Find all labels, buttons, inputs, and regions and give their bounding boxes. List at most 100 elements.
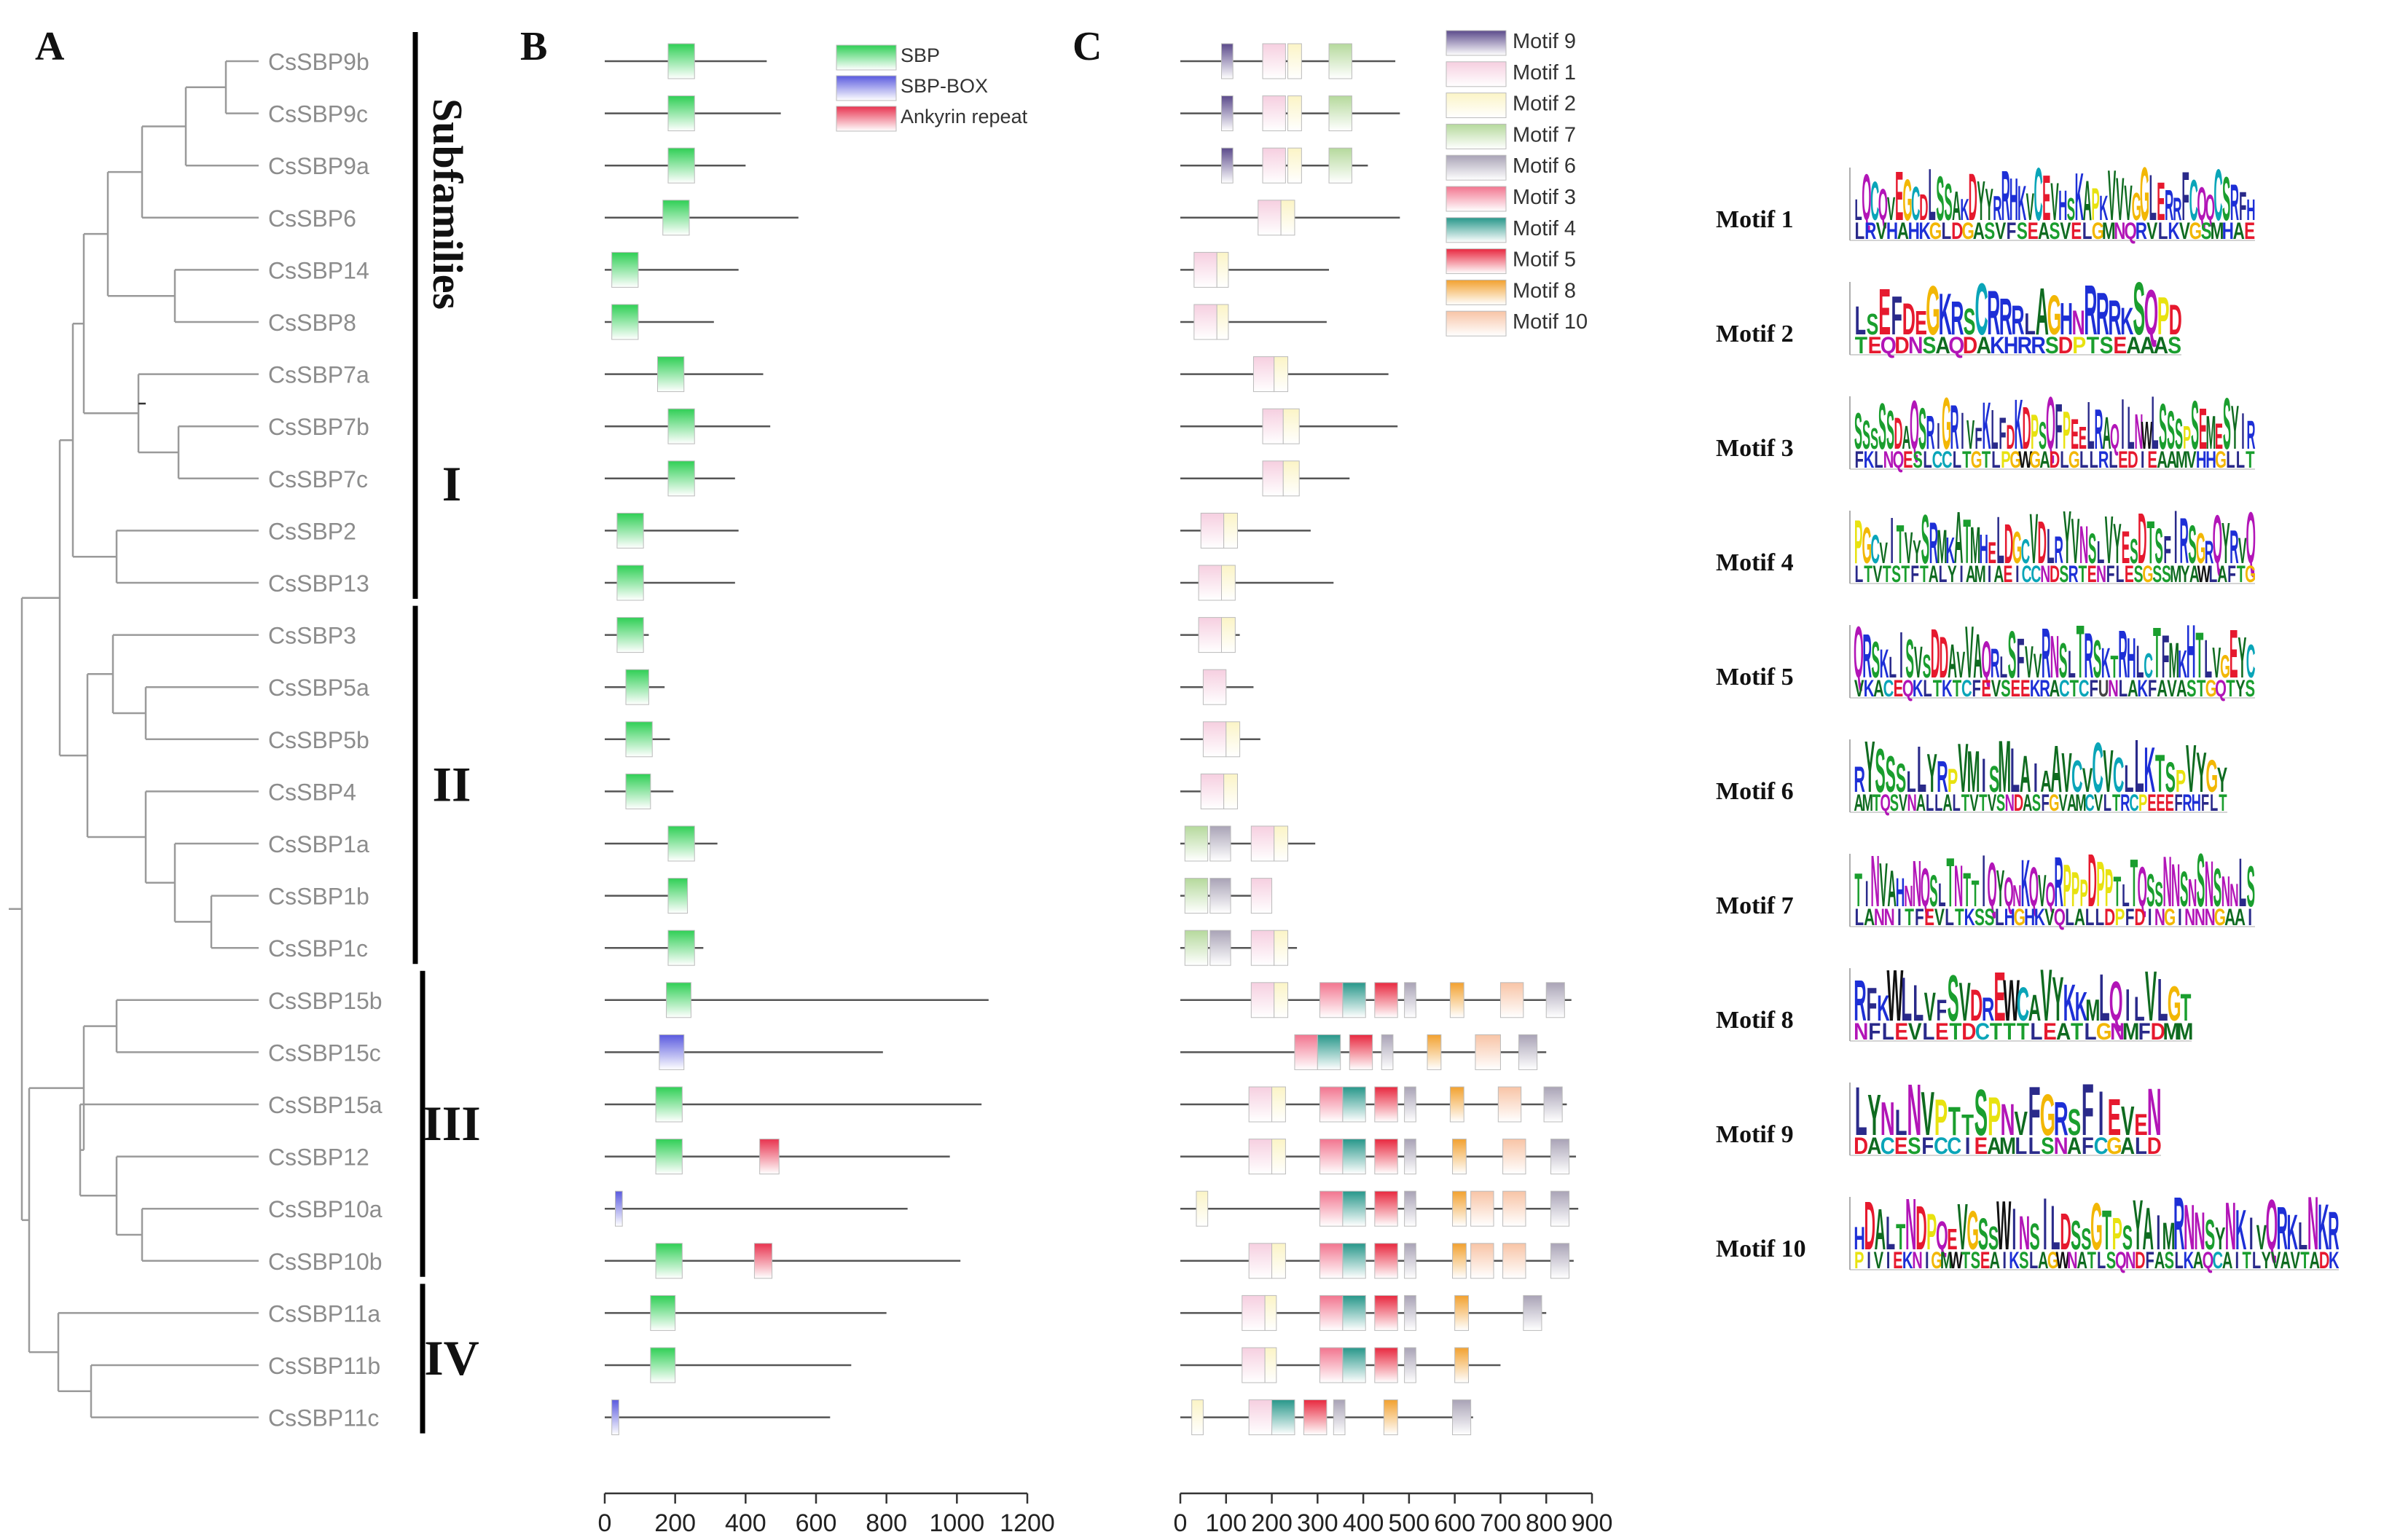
gene-label-cssbp3: CsSBP3: [268, 623, 356, 649]
logo-residue: C: [2213, 1247, 2224, 1273]
logo-residue: M: [1999, 1134, 2016, 1159]
logo-residue: H: [1896, 870, 1905, 915]
logo-residue: A: [1897, 218, 1909, 244]
logo-residue: H: [2060, 294, 2073, 345]
motif-box-motif-2: [1223, 773, 1238, 809]
logo-residue: G: [2220, 649, 2230, 685]
logo-residue: N: [1912, 1247, 1923, 1273]
logo-residue: L: [1886, 1207, 1895, 1260]
logo-residue: F: [2017, 626, 2025, 690]
logo-residue: G: [2189, 218, 2202, 244]
motif-legend-label: Motif 10: [1513, 310, 1588, 334]
domain-box-sbp: [625, 773, 651, 809]
logo-residue: T: [2102, 1199, 2111, 1262]
logo-residue: E: [2071, 411, 2079, 458]
logo-residue: S: [1870, 422, 1878, 455]
logo-residue: A: [2154, 332, 2168, 358]
motif-box-motif-1: [1248, 1086, 1273, 1123]
motif-box-motif-6: [1209, 878, 1231, 914]
logo-residue: I: [2156, 1205, 2160, 1260]
logo-residue: C: [1870, 170, 1879, 232]
gene-label-cssbp1a: CsSBP1a: [268, 831, 369, 857]
logo-residue: G: [2009, 447, 2021, 473]
logo-residue: L: [2085, 903, 2095, 930]
logo-residue: L: [2030, 1019, 2042, 1045]
logo-residue: A: [1929, 561, 1939, 587]
logo-residue: L: [2149, 161, 2157, 234]
logo-residue: T: [1901, 561, 1910, 587]
logo-residue: L: [1854, 561, 1863, 587]
logo-residue: L: [2010, 736, 2020, 806]
logo-residue: E: [1980, 1247, 1990, 1273]
logo-residue: K: [2120, 300, 2133, 343]
logo-residue: M: [1998, 726, 2011, 808]
logo-residue: E: [2156, 790, 2165, 817]
logo-residue: Y: [1977, 170, 1985, 232]
motif-box-motif-1: [1252, 356, 1275, 393]
logo-residue: A: [2189, 561, 2200, 587]
logo-residue: C: [2092, 728, 2103, 807]
logo-residue: S: [1896, 755, 1906, 801]
logo-residue: T: [2112, 790, 2120, 817]
logo-residue: V: [2121, 1099, 2135, 1144]
logo-residue: E: [1924, 903, 1934, 930]
logo-residue: I: [2178, 903, 2182, 930]
logo-residue: L: [2158, 218, 2168, 244]
logo-residue: T: [1963, 863, 1971, 917]
logo-residue: S: [2039, 415, 2047, 457]
logo-residue: E: [2199, 397, 2207, 462]
logo-residue: R: [2276, 1195, 2287, 1262]
logo-residue: D: [2060, 1203, 2071, 1261]
motif-box-motif-1: [1193, 251, 1217, 288]
motif-box-motif-2: [1221, 565, 1236, 601]
motif-box-motif-2: [1196, 1190, 1209, 1227]
logo-residue: S: [2045, 332, 2059, 358]
motif-row-cssbp15b: [1180, 982, 1572, 1018]
logo-residue: Y: [2238, 626, 2246, 691]
logo-residue: K: [2329, 1247, 2340, 1273]
logo-residue: S: [2154, 874, 2163, 914]
gene-label-cssbp9c: CsSBP9c: [268, 101, 368, 127]
logo-residue: S: [2059, 634, 2068, 688]
logo-residue: E: [2134, 1107, 2147, 1142]
logo-residue: G: [1862, 517, 1872, 574]
logo-residue: T: [2017, 1019, 2030, 1045]
logo-residue: A: [1854, 790, 1863, 817]
logo-residue: K: [1864, 447, 1875, 473]
motif-legend-label: Motif 3: [1513, 186, 1576, 209]
logo-residue: L: [1854, 193, 1862, 227]
logo-residue: S: [1923, 648, 1932, 685]
logo-residue: M: [1970, 517, 1980, 575]
logo-residue: L: [1996, 503, 2004, 578]
logo-residue: A: [1973, 218, 1985, 244]
domain-box-sbp: [655, 1139, 683, 1175]
domain-row-cssbp12: [605, 1139, 950, 1175]
logo-residue: A: [2233, 218, 2245, 244]
logo-residue: L: [1855, 299, 1866, 344]
gene-label-cssbp8: CsSBP8: [268, 310, 356, 336]
domain-axis-tick: 800: [866, 1509, 907, 1537]
logo-residue: Q: [2109, 970, 2123, 1033]
domain-row-cssbp3: [605, 617, 649, 653]
motif-box-motif-2: [1282, 460, 1300, 497]
logo-residue: Q: [2004, 869, 2014, 916]
logo-residue: L: [2151, 380, 2158, 465]
motif-box-motif-5: [1349, 1034, 1373, 1070]
motif-box-motif-9: [1221, 95, 1234, 132]
logo-residue: H: [2222, 218, 2234, 244]
logo-residue: R: [1854, 760, 1865, 801]
logo-residue: A: [2023, 790, 2032, 817]
logo-residue: G: [2205, 675, 2217, 702]
motif-box-motif-10: [1470, 1243, 1494, 1279]
logo-residue: D: [1894, 332, 1909, 358]
domain-row-cssbp7a: [605, 356, 764, 393]
logo-residue: C: [2113, 747, 2125, 802]
logo-residue: V: [1966, 411, 1974, 457]
motif-logo-label: Motif 3: [1716, 435, 1794, 462]
logo-residue: T: [1855, 332, 1868, 358]
logo-residue: A: [1966, 561, 1976, 587]
logo-residue: N: [1913, 846, 1922, 920]
